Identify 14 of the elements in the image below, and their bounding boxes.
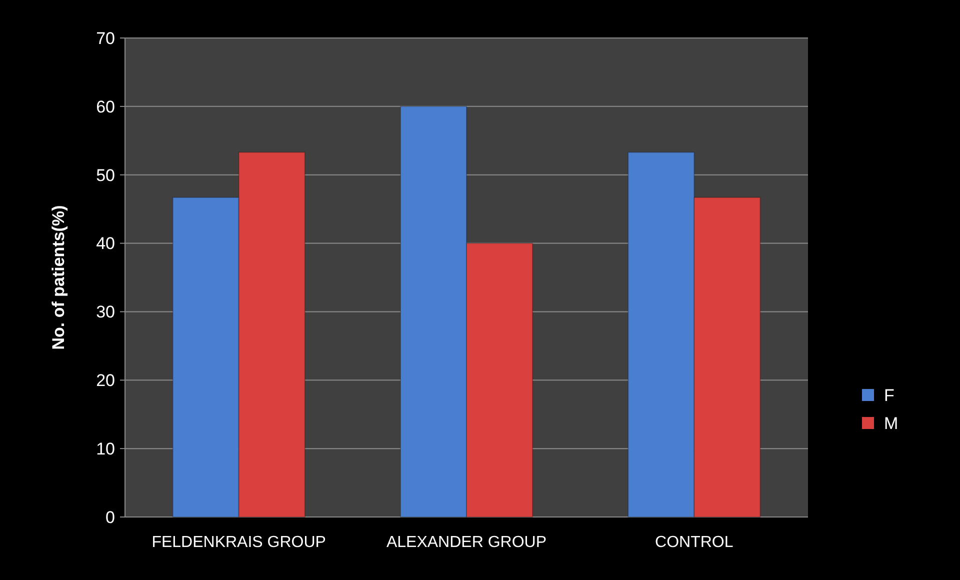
y-tick-label: 70 [96,28,115,48]
y-tick-label: 10 [96,440,115,459]
y-tick-label: 60 [96,97,115,116]
x-tick-label: FELDENKRAIS GROUP [152,534,326,551]
y-tick-label: 50 [96,166,115,185]
x-tick-label: CONTROL [655,534,734,551]
legend-label: M [884,414,898,433]
y-tick-label: 20 [96,371,115,390]
y-tick-label: 30 [96,302,115,322]
y-axis-title: No. of patients(%) [49,205,68,350]
x-tick-label: ALEXANDER GROUP [386,534,547,551]
legend-label: F [884,386,894,405]
y-tick-label: 40 [96,234,115,254]
y-tick-label: 0 [106,508,115,527]
